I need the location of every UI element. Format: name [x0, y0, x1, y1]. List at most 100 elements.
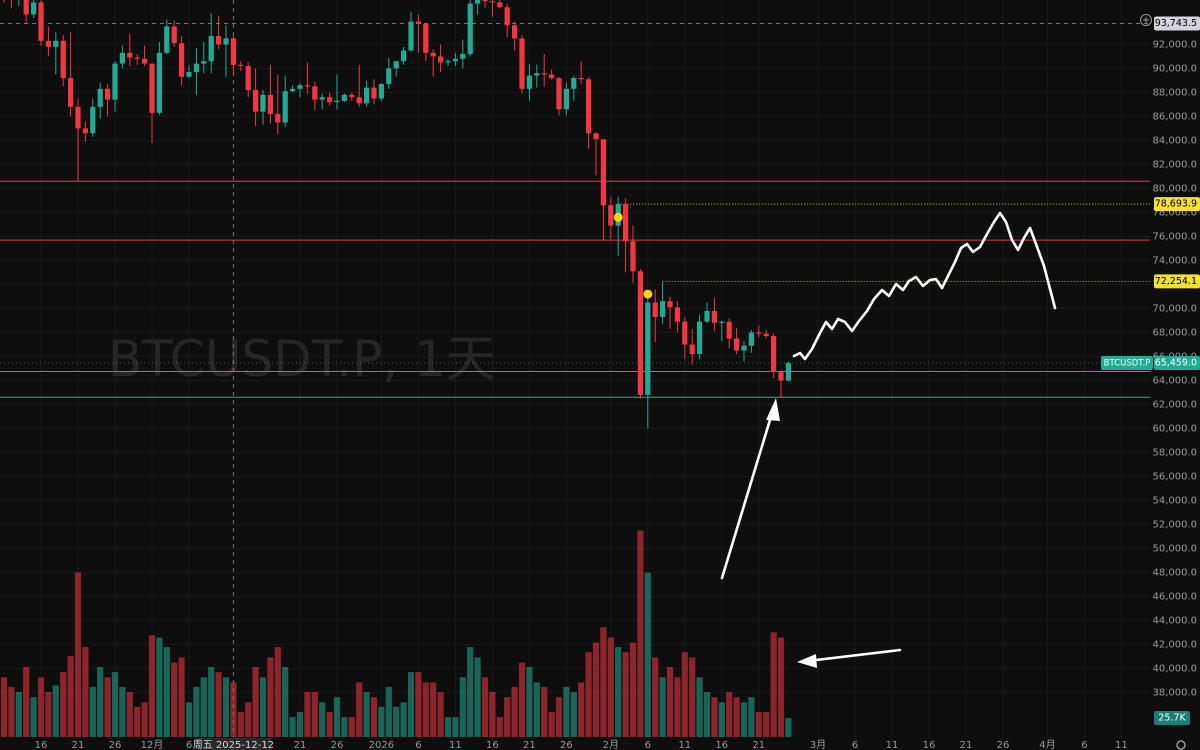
volume-bar: [674, 677, 681, 737]
arrow-up: [720, 408, 775, 580]
volume-bar: [52, 685, 59, 737]
y-tick-label: 52,000.0: [1152, 520, 1197, 531]
volume-bar: [696, 677, 703, 737]
volume-bar: [304, 692, 311, 737]
x-tick-label: 11: [449, 740, 462, 750]
watermark: BTCUSDT.P, 1天: [108, 330, 496, 388]
x-tick-label: 21: [752, 740, 765, 750]
candle-body: [260, 94, 266, 112]
candle-body: [193, 63, 199, 73]
candle-body: [719, 321, 725, 323]
x-tick-label: 6: [415, 740, 421, 750]
y-tick-label: 48,000.0: [1152, 568, 1197, 579]
volume-bar: [570, 692, 577, 737]
x-tick-label: 4月: [1039, 739, 1055, 750]
volume-bar: [600, 627, 607, 737]
candle-body: [704, 310, 710, 322]
candle-body: [23, 0, 29, 15]
volume-bar: [37, 677, 45, 737]
volume-bar: [74, 572, 82, 737]
candle-body: [563, 88, 569, 110]
y-tick-label: 46,000.0: [1152, 592, 1197, 603]
volume-bar: [385, 686, 392, 737]
volume-bar: [452, 717, 459, 737]
volume-bar: [311, 692, 318, 737]
volume-bar: [511, 686, 518, 737]
y-tick-label: 76,000.0: [1152, 231, 1197, 242]
volume-bar: [230, 682, 237, 737]
volume-bar: [178, 657, 185, 737]
candle-body: [112, 63, 118, 100]
candle-body: [319, 97, 325, 100]
volume-bar: [555, 697, 563, 737]
candle-body: [556, 78, 562, 110]
x-tick-label: 26: [560, 740, 573, 750]
projection-drawing: [720, 211, 1057, 668]
add-button[interactable]: [1140, 14, 1152, 26]
candle-body: [586, 79, 592, 134]
y-tick-label: 42,000.0: [1152, 640, 1197, 651]
y-tick-label: 82,000.0: [1152, 159, 1197, 170]
volume-bar: [67, 655, 74, 737]
candle-body: [97, 88, 103, 107]
x-tick-label: 11: [678, 740, 691, 750]
time-axis: [0, 737, 1200, 750]
candle-body: [785, 362, 791, 381]
volume-bar: [644, 572, 651, 737]
x-tick-label: 6: [852, 740, 858, 750]
add-icon: [1143, 17, 1149, 23]
x-tick-label: 11: [1115, 740, 1128, 750]
candle-body: [134, 57, 140, 59]
volume-bar: [163, 647, 170, 737]
candle-body: [393, 61, 399, 69]
candle-body: [460, 54, 466, 59]
volume-bar: [274, 647, 281, 737]
volume-bar: [748, 697, 755, 737]
candle-body: [623, 204, 629, 242]
candle-body: [645, 302, 651, 395]
candle-body: [778, 372, 784, 381]
candle-body: [512, 25, 518, 39]
level-label: 78,693.9: [1155, 199, 1197, 210]
volume-bar: [215, 672, 222, 737]
candle-body: [504, 7, 510, 26]
volume-bar: [148, 635, 156, 737]
volume-bar: [111, 672, 119, 737]
volume-bar: [444, 717, 452, 737]
candle-body: [571, 78, 577, 89]
last-price-label: 65,459.0: [1155, 357, 1197, 368]
event-marker: [643, 289, 653, 299]
volume-bar: [607, 637, 614, 737]
volume-bar: [370, 697, 378, 737]
candle-body: [208, 36, 214, 62]
volume-bar: [637, 530, 644, 737]
volume-bar: [585, 652, 592, 737]
candle-body: [334, 100, 340, 103]
level-label: 72,254.1: [1155, 276, 1197, 287]
volume-bar: [141, 702, 148, 737]
candle-body: [467, 3, 473, 55]
volume-bar: [319, 702, 326, 737]
volume-bar: [252, 666, 259, 737]
volume-bar: [289, 717, 296, 737]
candle-body: [445, 61, 451, 63]
volume-layer: [0, 530, 792, 737]
candle-body: [45, 40, 51, 47]
candle-body: [371, 87, 377, 99]
volume-bar: [689, 657, 696, 737]
candle-body: [364, 87, 370, 104]
y-tick-label: 88,000.0: [1152, 87, 1197, 98]
candle-body: [238, 64, 244, 67]
settings-button[interactable]: [1176, 740, 1186, 750]
volume-bar: [622, 652, 629, 737]
volume-bar: [237, 711, 244, 737]
volume-bar: [652, 657, 659, 737]
volume-bar: [733, 697, 740, 737]
candle-body: [452, 58, 458, 62]
volume-bar: [777, 637, 785, 737]
volume-bar: [200, 677, 207, 737]
candle-body: [593, 133, 599, 140]
x-tick-label: 21: [294, 740, 307, 750]
volume-bar: [89, 686, 96, 737]
